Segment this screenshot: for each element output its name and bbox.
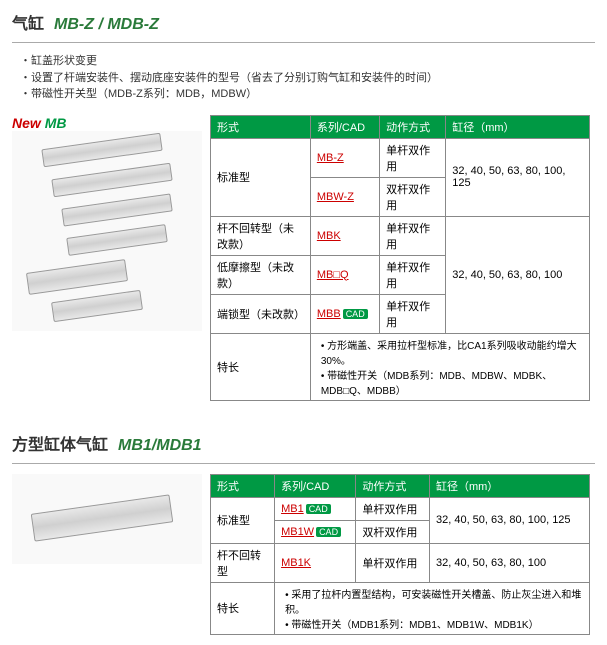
cell-features-label: 特长: [211, 582, 275, 634]
section1-title: 气缸: [12, 10, 44, 34]
cell-bore: 32, 40, 50, 63, 80, 100: [446, 216, 590, 333]
th-type: 形式: [211, 115, 311, 138]
series-link[interactable]: MB1K: [281, 557, 311, 569]
divider: [12, 463, 595, 464]
section1-model: MB-Z / MDB-Z: [54, 16, 159, 34]
section1-image-area: New MB: [12, 115, 202, 331]
series-link[interactable]: MBW-Z: [317, 191, 354, 203]
cell-series: MB1K: [275, 543, 356, 582]
cell-features: 方形端盖、采用拉杆型标准，比CA1系列吸收动能约增大30%。 带磁性开关（MDB…: [310, 333, 589, 400]
cell-series: MB-Z: [310, 138, 379, 177]
section1-bullets: 缸盖形状变更 设置了杆端安装件、摆动底座安装件的型号（省去了分别订购气缸和安装件…: [20, 53, 595, 103]
cell-features-label: 特长: [211, 333, 311, 400]
cell-series: MBK: [310, 216, 379, 255]
cell-action: 双杆双作用: [380, 177, 446, 216]
cell-type: 低摩擦型（未改款）: [211, 255, 311, 294]
cell-series: MB□Q: [310, 255, 379, 294]
section2-title: 方型缸体气缸: [12, 431, 108, 455]
th-action: 动作方式: [380, 115, 446, 138]
series-link[interactable]: MB1: [281, 503, 304, 515]
cell-action: 单杆双作用: [380, 138, 446, 177]
cell-series: MB1WCAD: [275, 520, 356, 543]
cell-series: MB1CAD: [275, 497, 356, 520]
bullet-item: 设置了杆端安装件、摆动底座安装件的型号（省去了分别订购气缸和安装件的时间）: [20, 70, 595, 87]
table-row-features: 特长 方形端盖、采用拉杆型标准，比CA1系列吸收动能约增大30%。 带磁性开关（…: [211, 333, 590, 400]
section2-model: MB1/MDB1: [118, 437, 202, 455]
th-action: 动作方式: [356, 474, 430, 497]
cad-badge: CAD: [343, 309, 368, 319]
cell-action: 单杆双作用: [380, 294, 446, 333]
cell-features: 采用了拉杆内置型结构，可安装磁性开关槽盖、防止灰尘进入和堆积。 带磁性开关（MD…: [275, 582, 590, 634]
cell-type: 标准型: [211, 497, 275, 543]
divider: [12, 42, 595, 43]
series-link[interactable]: MB1W: [281, 526, 314, 538]
cell-type: 杆不回转型（未改款）: [211, 216, 311, 255]
table-row: 标准型 MB-Z 单杆双作用 32, 40, 50, 63, 80, 100, …: [211, 138, 590, 177]
cell-type: 标准型: [211, 138, 311, 216]
table-header-row: 形式 系列/CAD 动作方式 缸径（mm）: [211, 474, 590, 497]
cell-series: MBBCAD: [310, 294, 379, 333]
table-row: 标准型 MB1CAD 单杆双作用 32, 40, 50, 63, 80, 100…: [211, 497, 590, 520]
cylinder-image-2: [12, 474, 202, 564]
cell-action: 单杆双作用: [380, 255, 446, 294]
feature-item: 带磁性开关（MDB系列：MDB、MDBW、MDBK、MDB□Q、MDBB）: [321, 367, 583, 397]
th-series: 系列/CAD: [275, 474, 356, 497]
series-link[interactable]: MBB: [317, 308, 341, 320]
cell-series: MBW-Z: [310, 177, 379, 216]
table-row-features: 特长 采用了拉杆内置型结构，可安装磁性开关槽盖、防止灰尘进入和堆积。 带磁性开关…: [211, 582, 590, 634]
cell-type: 端锁型（未改款）: [211, 294, 311, 333]
feature-item: 带磁性开关（MDB1系列：MDB1、MDB1W、MDB1K）: [285, 616, 583, 631]
cell-bore: 32, 40, 50, 63, 80, 100, 125: [429, 497, 589, 543]
th-bore: 缸径（mm）: [446, 115, 590, 138]
mb-label: MB: [45, 115, 67, 131]
cylinder-image-1: [12, 131, 202, 331]
cell-bore: 32, 40, 50, 63, 80, 100: [429, 543, 589, 582]
th-series: 系列/CAD: [310, 115, 379, 138]
th-type: 形式: [211, 474, 275, 497]
series-link[interactable]: MB-Z: [317, 152, 344, 164]
bullet-item: 带磁性开关型（MDB-Z系列：MDB，MDBW）: [20, 86, 595, 103]
th-bore: 缸径（mm）: [429, 474, 589, 497]
cell-action: 单杆双作用: [356, 543, 430, 582]
new-label: New: [12, 115, 41, 131]
feature-item: 方形端盖、采用拉杆型标准，比CA1系列吸收动能约增大30%。: [321, 337, 583, 367]
cell-action: 单杆双作用: [356, 497, 430, 520]
table-header-row: 形式 系列/CAD 动作方式 缸径（mm）: [211, 115, 590, 138]
section1-title-row: 气缸 MB-Z / MDB-Z: [12, 10, 595, 34]
section2-title-row: 方型缸体气缸 MB1/MDB1: [12, 431, 595, 455]
table-row: 杆不回转型（未改款） MBK 单杆双作用 32, 40, 50, 63, 80,…: [211, 216, 590, 255]
cell-type: 杆不回转型: [211, 543, 275, 582]
series-link[interactable]: MBK: [317, 230, 341, 242]
cad-badge: CAD: [306, 504, 331, 514]
table-row: 杆不回转型 MB1K 单杆双作用 32, 40, 50, 63, 80, 100: [211, 543, 590, 582]
feature-item: 采用了拉杆内置型结构，可安装磁性开关槽盖、防止灰尘进入和堆积。: [285, 586, 583, 616]
cell-action: 双杆双作用: [356, 520, 430, 543]
series-link[interactable]: MB□Q: [317, 269, 349, 281]
cell-bore: 32, 40, 50, 63, 80, 100, 125: [446, 138, 590, 216]
section2-spec-table: 形式 系列/CAD 动作方式 缸径（mm） 标准型 MB1CAD 单杆双作用 3…: [210, 474, 590, 635]
bullet-item: 缸盖形状变更: [20, 53, 595, 70]
new-mb-label: New MB: [12, 115, 202, 131]
cell-action: 单杆双作用: [380, 216, 446, 255]
section1-spec-table: 形式 系列/CAD 动作方式 缸径（mm） 标准型 MB-Z 单杆双作用 32,…: [210, 115, 590, 401]
cad-badge: CAD: [316, 527, 341, 537]
